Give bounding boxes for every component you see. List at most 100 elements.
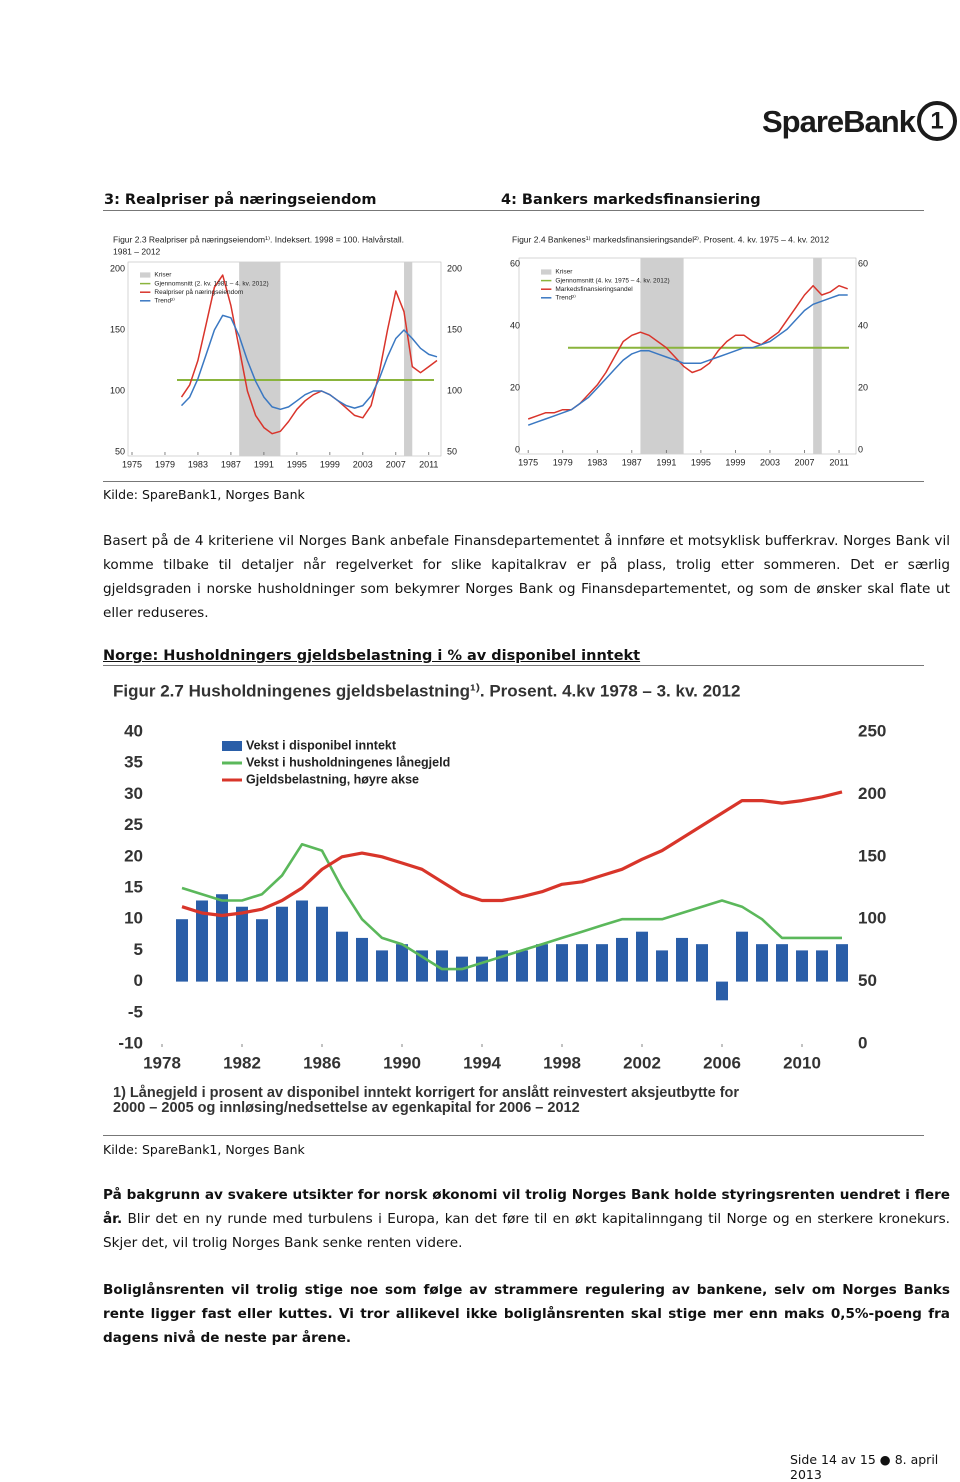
x-tick-label: 1987	[221, 459, 241, 469]
legend-label: Kriser	[555, 269, 573, 276]
y-tick-label: 30	[124, 784, 143, 803]
paragraph: Boliglånsrenten vil trolig stige noe som…	[103, 1282, 950, 1346]
chart-title: 1981 – 2012	[113, 246, 161, 256]
bar	[336, 931, 348, 982]
y-tick-label: 150	[110, 324, 125, 334]
text: Blir det en ny runde med turbulens i Eur…	[103, 1211, 951, 1251]
y-tick-label: -10	[118, 1033, 143, 1052]
legend-swatch	[140, 272, 151, 278]
chart-title: Figur 2.7 Husholdningenes gjeldsbelastni…	[113, 681, 740, 700]
bar	[836, 944, 848, 982]
x-tick-label: 2003	[760, 457, 780, 467]
legend-label: Gjeldsbelastning, høyre akse	[246, 772, 419, 786]
y-tick-label: 0	[858, 444, 863, 454]
bar	[776, 944, 788, 982]
chart-title: Figur 2.3 Realpriser på næringseiendom¹⁾…	[113, 234, 404, 244]
bar	[256, 919, 268, 982]
y-tick-label: -5	[128, 1002, 143, 1021]
x-tick-label: 1995	[287, 459, 307, 469]
y2-tick-label: 200	[858, 784, 886, 803]
bar	[736, 931, 748, 982]
x-tick-label: 1999	[725, 457, 745, 467]
y2-tick-label: 250	[858, 721, 886, 740]
legend-label: Kriser	[154, 272, 172, 279]
y-tick-label: 20	[858, 382, 868, 392]
data-line	[527, 294, 848, 426]
plot-frame	[127, 261, 442, 457]
x-tick-label: 1975	[518, 457, 538, 467]
legend-label: Realpriser på næringseiendom	[154, 288, 243, 296]
bar	[276, 906, 288, 982]
bar	[516, 950, 528, 982]
bar	[756, 944, 768, 982]
bar	[196, 900, 208, 982]
source: Kilde: SpareBank1, Norges Bank	[103, 1142, 305, 1157]
logo-mark: 1	[930, 107, 943, 134]
y-tick-label: 10	[124, 909, 143, 928]
x-tick-label: 1991	[254, 459, 274, 469]
x-tick-label: 1991	[656, 457, 676, 467]
chart-title: Figur 2.4 Bankenes¹⁾ markedsfinansiering…	[512, 234, 829, 244]
bar	[436, 950, 448, 982]
legend-label: Markedsfinansieringsandel	[555, 286, 633, 293]
y-tick-label: 40	[510, 320, 520, 330]
section-title: 4: Bankers markedsfinansiering	[501, 192, 761, 208]
x-tick-label: 2006	[703, 1053, 741, 1072]
y-tick-label: 5	[134, 940, 143, 959]
footnote: 1) Lånegjeld i prosent av disponibel inn…	[113, 1085, 739, 1101]
paragraph: På bakgrunn av svakere utsikter for nors…	[103, 1183, 950, 1255]
x-tick-label: 1979	[553, 457, 573, 467]
bar	[596, 944, 608, 982]
legend-label: Gjennomsnitt (2. kv. 1981 – 4. kv. 2012)	[154, 280, 268, 287]
x-tick-label: 1987	[622, 457, 642, 467]
plot-frame	[518, 257, 857, 455]
bar	[396, 944, 408, 982]
y-tick-label: 20	[124, 846, 143, 865]
bar	[696, 944, 708, 982]
y2-tick-label: 100	[858, 909, 886, 928]
y-tick-label: 200	[447, 263, 462, 273]
bar	[296, 900, 308, 982]
bar	[656, 950, 668, 982]
y-tick-label: 60	[510, 258, 520, 268]
y-tick-label: 15	[124, 877, 143, 896]
legend-label: Vekst i husholdningenes lånegjeld	[246, 755, 450, 769]
crisis-band	[813, 258, 822, 454]
y-tick-label: 40	[858, 320, 868, 330]
y-tick-label: 50	[447, 446, 457, 456]
rule	[103, 210, 924, 211]
y-tick-label: 150	[447, 324, 462, 334]
paragraph: Basert på de 4 kriteriene vil Norges Ban…	[103, 533, 950, 621]
x-tick-label: 1975	[122, 459, 142, 469]
legend-label: Trend²⁾	[555, 294, 576, 302]
y-tick-label: 100	[447, 385, 462, 395]
bar	[216, 894, 228, 982]
x-tick-label: 2002	[623, 1053, 661, 1072]
x-tick-label: 2010	[783, 1053, 821, 1072]
bar	[536, 944, 548, 982]
bar	[376, 950, 388, 982]
legend-label: Trend²⁾	[154, 297, 175, 305]
data-line	[180, 274, 438, 435]
x-tick-label: 1998	[543, 1053, 581, 1072]
legend-label: Gjennomsnitt (4. kv. 1975 – 4. kv. 2012)	[555, 277, 669, 284]
y2-tick-label: 150	[858, 846, 886, 865]
x-tick-label: 2007	[794, 457, 814, 467]
y-tick-label: 35	[124, 753, 143, 772]
x-tick-label: 1983	[188, 459, 208, 469]
bar	[236, 906, 248, 982]
bar	[576, 944, 588, 982]
bar	[616, 937, 628, 982]
y-tick-label: 100	[110, 385, 125, 395]
bar	[356, 937, 368, 982]
bar	[796, 950, 808, 982]
x-tick-label: 1983	[587, 457, 607, 467]
x-tick-label: 2003	[353, 459, 373, 469]
y-tick-label: 50	[115, 446, 125, 456]
bar	[316, 906, 328, 982]
y-tick-label: 20	[510, 382, 520, 392]
bar	[676, 937, 688, 982]
data-line	[181, 843, 842, 971]
